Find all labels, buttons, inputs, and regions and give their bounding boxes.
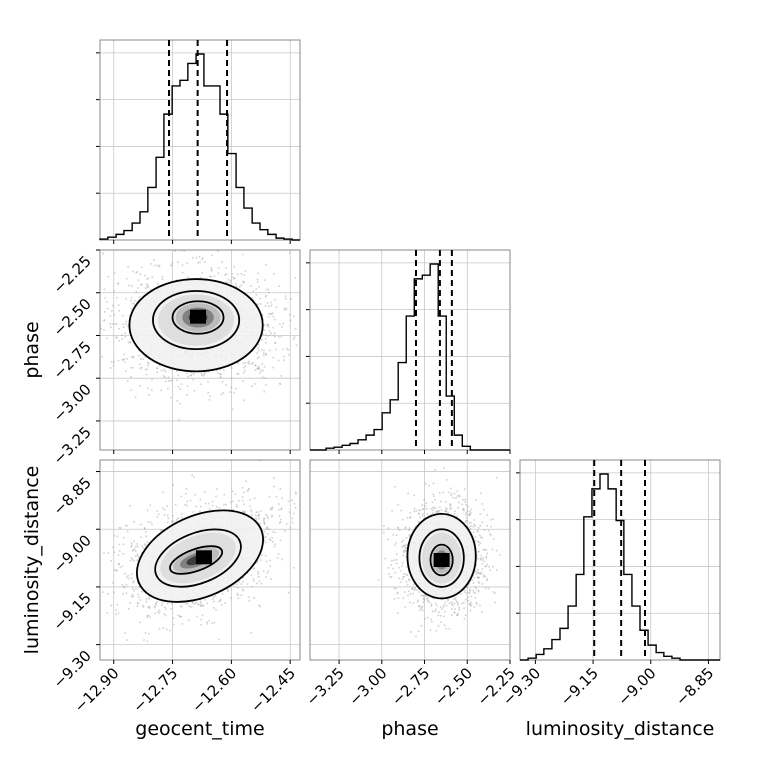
contour-level-2 (418, 528, 465, 588)
x-tick-label-geocent-time: −12.75 (129, 664, 181, 716)
x-tick-label-phase: −3.25 (303, 664, 348, 709)
panel-frame (309, 249, 511, 451)
x-tick-label-luminosity-distance: −9.15 (557, 664, 602, 709)
marginal-panel-luminosity-distance (516, 459, 721, 664)
joint-panel-geocent-time-vs-phase (96, 249, 301, 454)
x-tick-label-phase: −3.00 (345, 664, 390, 709)
x-tick-label-luminosity-distance: −9.00 (614, 664, 659, 709)
density-peak (190, 309, 207, 324)
axis-labels-layer: geocent_time phase luminosity_distance p… (21, 321, 714, 740)
density-layer (377, 467, 502, 638)
x-tick-label-geocent-time: −12.60 (188, 664, 240, 716)
contour-level-3 (406, 512, 477, 600)
y-tick-label-luminosity-distance: −9.15 (50, 589, 95, 634)
y-tick-label-phase: −3.00 (50, 380, 95, 425)
histogram-phase (310, 263, 510, 451)
contour-level-1 (171, 300, 225, 335)
panel-frame (99, 249, 301, 451)
histogram-geocent-time (99, 53, 300, 241)
x-tick-label-geocent-time: −12.45 (247, 664, 299, 716)
contour-level-1 (169, 545, 224, 575)
panel-frame (519, 459, 721, 661)
contour-level-2 (154, 528, 242, 588)
density-peak (195, 550, 212, 565)
contour-level-3 (128, 278, 264, 373)
y-tick-label-luminosity-distance: −9.00 (50, 531, 95, 576)
histogram-luminosity-distance (520, 473, 720, 661)
density-layer (100, 250, 298, 421)
y-tick-label-phase: −3.25 (50, 423, 95, 468)
y-axis-label-phase: phase (21, 321, 43, 378)
joint-panel-geocent-time-vs-luminosity-distance (96, 459, 301, 664)
joint-panel-phase-vs-luminosity-distance (309, 459, 511, 664)
x-tick-label-phase: −2.50 (431, 664, 476, 709)
panel-frame (99, 39, 301, 241)
x-axis-label-geocent-time: geocent_time (135, 718, 264, 740)
panel-frame (309, 459, 511, 661)
y-tick-label-phase: −2.75 (50, 338, 95, 383)
x-axis-label-phase: phase (381, 718, 438, 740)
marginal-panel-phase (306, 249, 511, 454)
contour-level-1 (429, 543, 454, 577)
density-layer (102, 460, 300, 643)
y-tick-label-phase: −2.25 (50, 252, 95, 297)
y-tick-label-luminosity-distance: −8.85 (50, 474, 95, 519)
x-tick-label-luminosity-distance: −8.85 (672, 664, 717, 709)
density-peak (433, 553, 450, 567)
panels-layer (96, 39, 721, 664)
y-tick-label-phase: −2.50 (50, 295, 95, 340)
x-tick-label-phase: −2.75 (388, 664, 433, 709)
contour-level-2 (152, 290, 241, 351)
panel-frame (99, 459, 301, 661)
contour-level-3 (136, 509, 264, 603)
y-axis-label-luminosity-distance: luminosity_distance (21, 466, 43, 655)
x-axis-label-luminosity-distance: luminosity_distance (526, 718, 715, 740)
marginal-panel-geocent-time (96, 39, 301, 244)
